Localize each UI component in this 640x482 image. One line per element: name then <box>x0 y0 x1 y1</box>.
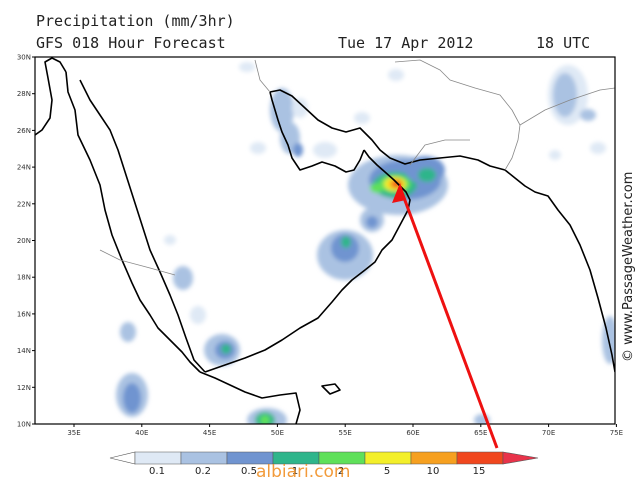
legend-label: 0.2 <box>195 466 211 477</box>
lat-label: 10N <box>17 421 31 429</box>
longitude-axis: 35E 40E 45E 50E 55E 60E 65E 70E 75E <box>67 424 623 437</box>
credit-text: © www.PassageWeather.com <box>621 171 636 362</box>
legend-label: 0.1 <box>149 466 165 477</box>
lon-label: 35E <box>67 429 80 437</box>
lat-label: 18N <box>17 274 31 282</box>
latitude-axis: 30N 28N 26N 24N 22N 20N 18N 16N 14N 12N 10N <box>17 54 35 429</box>
legend-left-cap <box>109 451 136 465</box>
red-pointer-arrow <box>392 183 499 449</box>
lon-label: 40E <box>135 429 148 437</box>
precipitation-legend: 0.1 0.2 0.5 1 2 5 10 15 <box>109 451 539 477</box>
legend-label: 15 <box>473 466 486 477</box>
lon-label: 45E <box>203 429 216 437</box>
legend-label: 0.5 <box>241 466 257 477</box>
map-title: Precipitation (mm/3hr) <box>36 12 235 30</box>
lat-label: 22N <box>17 200 31 208</box>
lon-label: 65E <box>474 429 487 437</box>
lon-label: 60E <box>406 429 419 437</box>
lat-label: 30N <box>17 54 31 62</box>
legend-label: 1 <box>292 466 298 477</box>
legend-swatch <box>364 451 412 465</box>
lat-label: 24N <box>17 164 31 172</box>
watermark: albiari.com <box>256 462 351 482</box>
lat-label: 26N <box>17 127 31 135</box>
legend-label: 10 <box>427 466 440 477</box>
forecast-time: 18 UTC <box>536 34 591 52</box>
forecast-date: Tue 17 Apr 2012 <box>338 34 474 52</box>
forecast-label: GFS 018 Hour Forecast <box>36 34 226 52</box>
legend-label: 2 <box>338 466 344 477</box>
legend-right-cap <box>502 451 539 465</box>
lat-label: 16N <box>17 310 31 318</box>
legend-swatch <box>134 451 182 465</box>
lon-label: 75E <box>610 429 623 437</box>
legend-swatch <box>180 451 228 465</box>
lat-label: 14N <box>17 347 31 355</box>
legend-label: 5 <box>384 466 390 477</box>
lon-label: 70E <box>542 429 555 437</box>
lat-label: 28N <box>17 90 31 98</box>
coastlines <box>35 57 615 424</box>
lon-label: 55E <box>339 429 352 437</box>
lat-label: 20N <box>17 237 31 245</box>
lon-label: 50E <box>271 429 284 437</box>
legend-swatch <box>456 451 504 465</box>
lat-label: 12N <box>17 384 31 392</box>
legend-swatch <box>410 451 458 465</box>
